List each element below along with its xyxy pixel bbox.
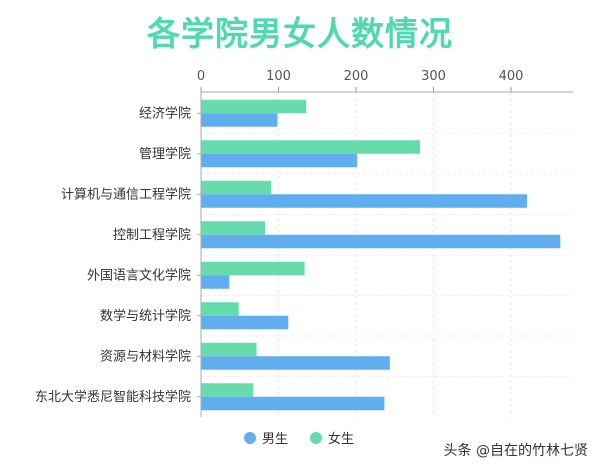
bar-male[interactable] (201, 234, 561, 249)
category-label: 资源与材料学院 (100, 348, 191, 364)
category-label: 管理学院 (139, 146, 191, 162)
x-tick-label: 300 (421, 69, 446, 84)
legend-marker[interactable] (244, 432, 256, 444)
bar-female[interactable] (201, 180, 272, 195)
category-labels: 经济学院管理学院计算机与通信工程学院控制工程学院外国语言文化学院数学与统计学院资… (35, 105, 191, 405)
category-label: 外国语言文化学院 (87, 267, 191, 283)
category-label: 经济学院 (139, 105, 191, 121)
category-label: 计算机与通信工程学院 (61, 186, 191, 202)
x-tick-label: 0 (197, 69, 205, 84)
category-label: 控制工程学院 (113, 227, 191, 243)
legend[interactable]: 男生 女生 (244, 431, 354, 447)
legend-label[interactable]: 女生 (328, 431, 354, 447)
bar-male[interactable] (201, 153, 358, 168)
bar-female[interactable] (201, 342, 257, 357)
bar-male[interactable] (201, 113, 278, 127)
bar-male[interactable] (201, 315, 289, 330)
x-tick-label: 100 (266, 69, 291, 84)
x-tick-label: 400 (499, 69, 524, 84)
bars (201, 99, 561, 411)
bar-male[interactable] (201, 275, 230, 289)
category-label: 东北大学悉尼智能科技学院 (35, 389, 191, 405)
bar-male[interactable] (201, 396, 385, 411)
bar-male[interactable] (201, 356, 390, 370)
legend-marker[interactable] (310, 432, 322, 444)
bar-female[interactable] (201, 140, 421, 154)
bar-male[interactable] (201, 194, 528, 208)
category-label: 数学与统计学院 (100, 308, 191, 324)
x-tick-label: 200 (344, 69, 369, 84)
grid-lines (201, 92, 573, 417)
legend-label[interactable]: 男生 (262, 432, 288, 447)
bar-female[interactable] (201, 383, 254, 397)
bar-female[interactable] (201, 302, 239, 316)
chart-title: 各学院男女人数情况 (147, 14, 453, 53)
bar-female[interactable] (201, 261, 305, 276)
x-axis: 0 100 200 300 400 (197, 69, 573, 417)
watermark: 头条 @自在的竹林七贤 (443, 443, 588, 459)
bar-female[interactable] (201, 221, 266, 235)
bar-female[interactable] (201, 99, 307, 114)
